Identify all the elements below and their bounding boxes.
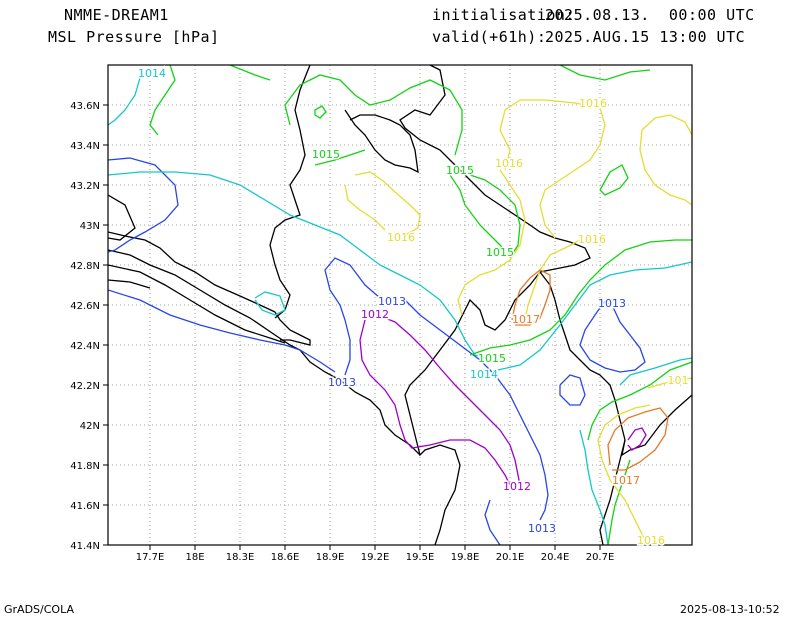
x-tick-label: 18.3E	[226, 552, 255, 563]
contour-label: 101	[668, 374, 689, 387]
contour-label: 1015	[486, 246, 514, 259]
contour-label: 1016	[578, 233, 606, 246]
axis-ticks: 17.7E 18E 18.3E 18.6E 18.9E 19.2E 19.5E 19.8E 20…	[70, 101, 614, 563]
contour-label: 1016	[579, 97, 607, 110]
x-tick-label: 18.9E	[316, 552, 345, 563]
contour-label: 1016	[637, 534, 665, 547]
contour-label: 1012	[361, 308, 389, 321]
y-tick-label: 43.2N	[70, 181, 100, 192]
x-tick-label: 19.5E	[406, 552, 435, 563]
init-label: initialisation:	[432, 6, 575, 24]
x-tick-label: 19.2E	[361, 552, 390, 563]
isobar-1013	[108, 157, 646, 545]
contour-label: 1014	[138, 67, 166, 80]
field-title: MSL Pressure [hPa]	[48, 28, 220, 46]
y-tick-label: 43N	[80, 221, 100, 232]
x-tick-label: 18.6E	[271, 552, 300, 563]
valid-value: 2025.AUG.15 13:00 UTC	[545, 28, 746, 46]
isobar-1014	[108, 77, 692, 545]
x-tick-label: 20.4E	[541, 552, 570, 563]
isobar-1017	[511, 269, 669, 471]
y-tick-label: 43.6N	[70, 101, 100, 112]
isobar-1012	[359, 315, 647, 486]
contour-label: 1013	[528, 522, 556, 535]
y-tick-label: 42.6N	[70, 301, 100, 312]
y-tick-label: 41.4N	[70, 541, 100, 552]
isobar-1015	[149, 65, 692, 545]
contour-label: 1017	[512, 313, 540, 326]
x-tick-label: 20.7E	[586, 552, 615, 563]
init-value: 2025.08.13. 00:00 UTC	[545, 6, 755, 24]
contour-label: 1013	[378, 295, 406, 308]
contour-label: 1015	[446, 164, 474, 177]
contour-label: 1012	[503, 480, 531, 493]
contour-label: 1016	[495, 157, 523, 170]
y-tick-label: 41.8N	[70, 461, 100, 472]
contour-label: 1013	[328, 376, 356, 389]
contour-label: 1013	[598, 297, 626, 310]
contour-label: 1017	[612, 474, 640, 487]
contours	[108, 65, 692, 545]
y-tick-label: 41.6N	[70, 501, 100, 512]
isobar-1016	[344, 99, 692, 541]
contour-label: 1015	[478, 352, 506, 365]
x-tick-label: 19.8E	[451, 552, 480, 563]
x-tick-label: 20.1E	[496, 552, 525, 563]
contour-label: 1015	[312, 148, 340, 161]
contour-label: 1014	[470, 368, 498, 381]
footer-software: GrADS/COLA	[4, 603, 74, 616]
x-tick-label: 18E	[185, 552, 204, 563]
contour-label: 1016	[387, 231, 415, 244]
valid-label: valid(+61h):	[432, 28, 547, 46]
y-tick-label: 42.4N	[70, 341, 100, 352]
y-tick-label: 42.2N	[70, 381, 100, 392]
y-tick-label: 42.8N	[70, 261, 100, 272]
footer-timestamp: 2025-08-13-10:52	[680, 603, 780, 616]
y-tick-label: 43.4N	[70, 141, 100, 152]
model-title: NMME-DREAM1	[64, 6, 169, 24]
y-tick-label: 42N	[80, 421, 100, 432]
x-tick-label: 17.7E	[136, 552, 165, 563]
